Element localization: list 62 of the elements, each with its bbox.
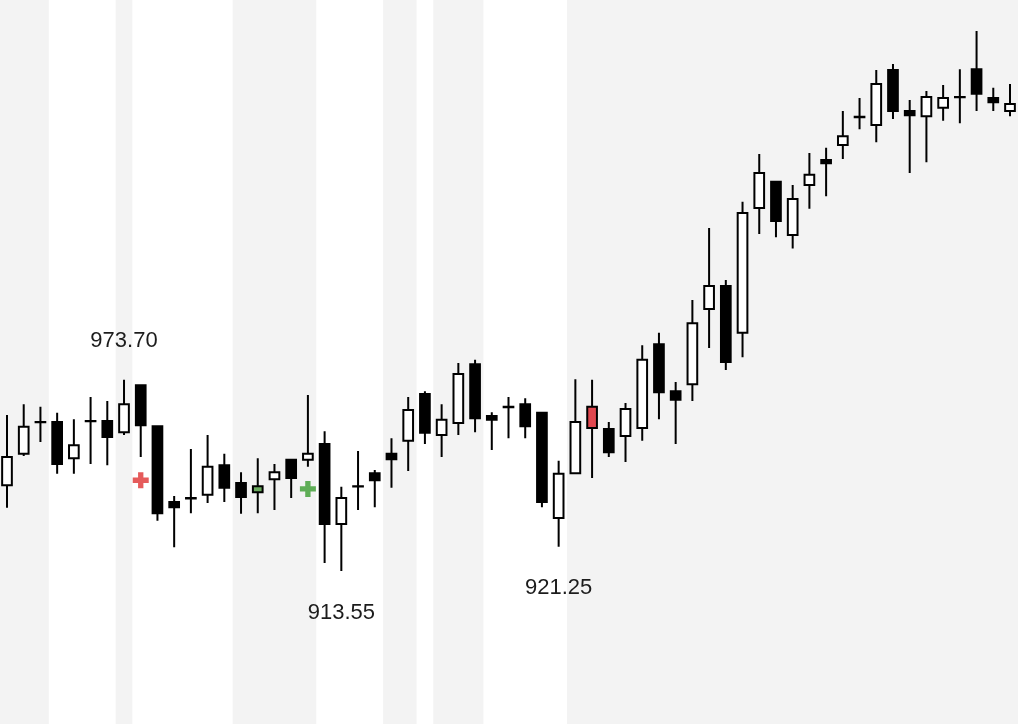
candlestick: [185, 447, 197, 515]
candlestick: [385, 437, 398, 489]
candlestick: [619, 402, 632, 463]
candlestick: [168, 494, 181, 549]
candlestick: [937, 84, 949, 122]
candlestick: [519, 397, 532, 440]
candlestick: [853, 96, 866, 131]
candlestick: [954, 68, 966, 125]
candlestick: [703, 227, 715, 349]
candlestick: [51, 411, 63, 475]
candlestick: [970, 30, 983, 112]
candlestick: [435, 403, 448, 459]
candlestick: [636, 344, 649, 442]
candlestick: [770, 180, 782, 239]
candlestick: [452, 362, 465, 436]
candlestick: [251, 457, 264, 515]
candlestick: [235, 471, 247, 515]
candlestick: [870, 68, 883, 144]
candlestick: [820, 146, 832, 198]
candlestick: [836, 109, 849, 160]
candlestick: [753, 153, 766, 236]
candlestick: [335, 485, 348, 572]
candlestick: [68, 418, 80, 475]
candlestick: [920, 89, 933, 164]
candlestick: [34, 405, 47, 443]
candlestick: [719, 278, 732, 372]
candlestick: [151, 425, 164, 522]
candlestick: [736, 200, 749, 359]
candlestick: [569, 378, 582, 475]
text: 913.55: [307, 598, 375, 624]
candlestick: [218, 452, 231, 503]
candlestick: [352, 450, 364, 511]
candlestick: [887, 62, 899, 121]
candlestick: [653, 331, 665, 421]
candlestick: [285, 458, 298, 500]
candlestick: [402, 396, 415, 473]
candlestick: [318, 430, 331, 564]
candlestick: [368, 469, 381, 509]
candlestick: [602, 420, 615, 459]
candlestick: [903, 99, 916, 175]
candlestick: [419, 390, 431, 446]
candlestick: [268, 463, 281, 511]
candlestick: [536, 411, 548, 509]
candlestick: [987, 86, 1000, 112]
candlestick: [502, 396, 515, 440]
candlestick: [552, 459, 565, 548]
candlestick: [803, 152, 816, 210]
candlestick: [669, 381, 682, 446]
candlestick: [586, 378, 598, 480]
candlestick: [686, 298, 699, 402]
candlestick: [134, 384, 147, 459]
text: 973.70: [90, 327, 158, 353]
candlestick: [302, 393, 314, 468]
candlestick: [118, 378, 130, 436]
candlestick: [101, 399, 114, 467]
text: 921.25: [525, 574, 593, 600]
candlestick: [485, 411, 498, 452]
candlestick: [84, 396, 97, 466]
candlestick: [469, 358, 481, 434]
candlestick: [786, 183, 799, 250]
candlestick: [201, 433, 214, 504]
candlestick: [17, 403, 30, 457]
